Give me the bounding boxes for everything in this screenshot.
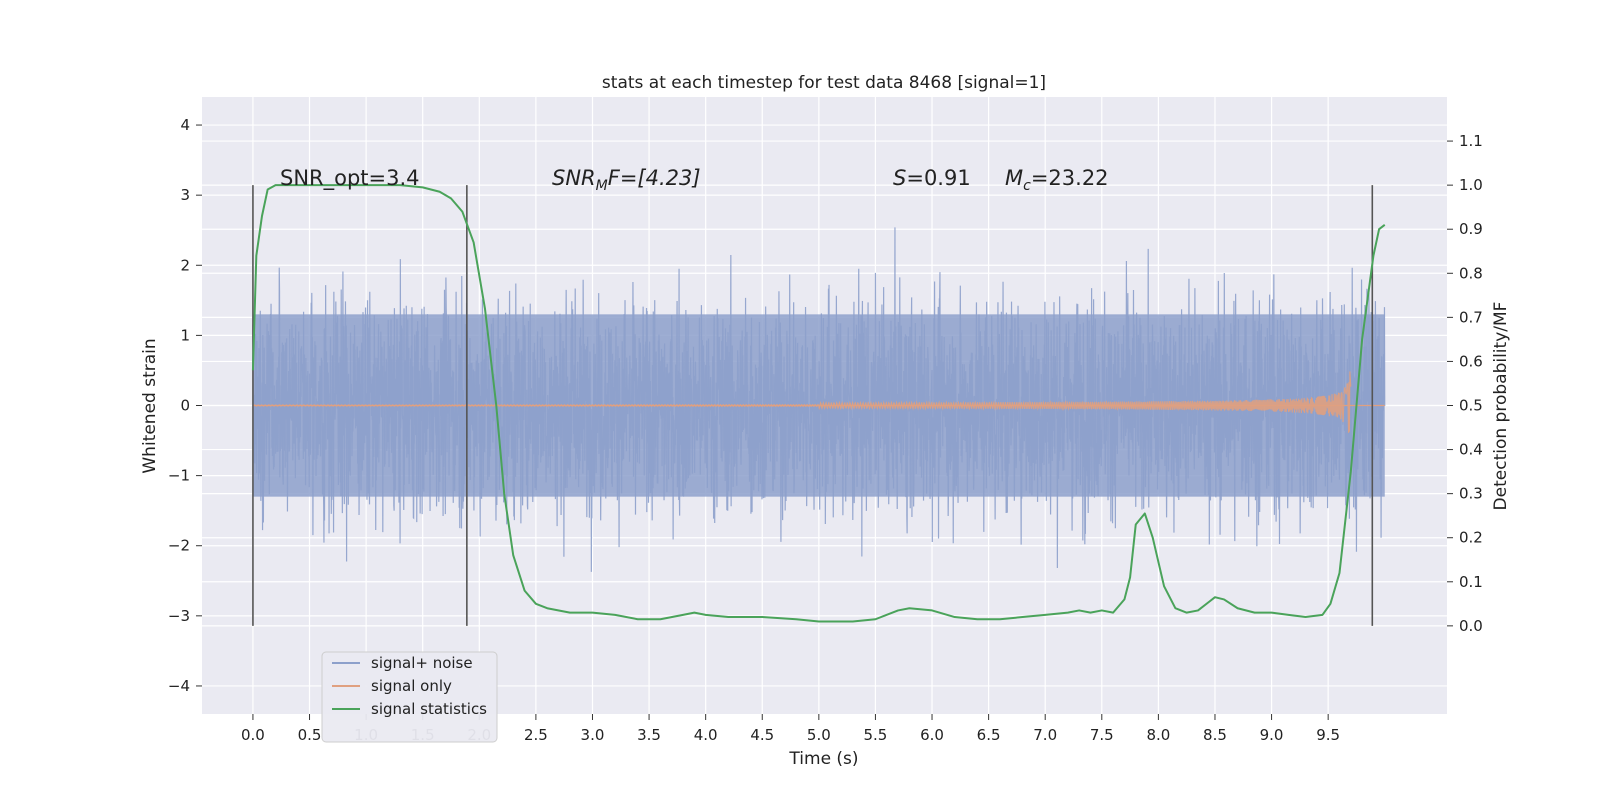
y-axis-label-left: Whitened strain [140,338,160,473]
mc-base: M [1005,166,1023,190]
mc-rest: =23.22 [1031,166,1109,190]
x-tick-label: 7.0 [1033,726,1057,744]
y-tick-label: −3 [168,607,190,625]
y-tick-label: 0 [180,397,190,415]
x-tick-label: 5.5 [864,726,888,744]
y-tick-label: 3 [180,186,190,204]
statistics-line [251,184,1386,623]
annotation-snr-opt: SNR_opt=3.4 [280,166,420,191]
x-tick-label: 6.0 [920,726,944,744]
snr-mf-rest-f: F=[4.23] [608,166,701,190]
annotation-snr-mf: SNRMF=[4.23] [552,166,701,194]
annotation-mc: Mc=23.22 [1005,166,1109,194]
y-right-tick-label: 0.7 [1459,308,1483,326]
x-tick-label: 4.0 [694,726,718,744]
mc-sub: c [1023,178,1031,194]
x-tick-label: 3.5 [637,726,661,744]
legend-box [321,651,498,743]
signal-trace [252,371,1352,433]
left-axis-ticks: 4 3 2 1 0 −1 −2 −3 −4 [168,116,202,695]
s-rest: =0.91 [906,166,970,190]
snr-mf-sub: M [596,178,608,194]
snr-mf-base: SNR [552,166,596,190]
y-right-tick-label: 0.1 [1459,573,1483,591]
y-right-tick-label: 0.5 [1459,397,1483,415]
legend-label-signal: signal only [371,677,452,695]
chart-title: stats at each timestep for test data 846… [602,73,1046,93]
y-right-tick-label: 0.9 [1459,220,1483,238]
y-tick-label: 4 [180,116,190,134]
y-right-tick-label: 0.6 [1459,352,1483,370]
y-right-tick-label: 1.0 [1459,176,1483,194]
signal-statistics-series [251,184,1386,623]
x-tick-label: 4.5 [750,726,774,744]
x-tick-label: 7.5 [1090,726,1114,744]
x-tick-label: 0.5 [298,726,322,744]
y-right-tick-label: 0.0 [1459,617,1483,635]
x-tick-label: 9.0 [1260,726,1284,744]
x-axis-label: Time (s) [788,749,858,769]
x-tick-label: 0.0 [241,726,265,744]
noise-trace [252,227,1386,572]
signal-only-series [252,371,1385,433]
y-tick-label: 2 [180,256,190,274]
y-right-tick-label: 0.8 [1459,264,1483,282]
annotation-s: S=0.91 [893,166,971,190]
legend-label-noise: signal+ noise [371,654,473,672]
y-right-tick-label: 0.3 [1459,485,1483,503]
right-axis-ticks: 1.1 1.0 0.9 0.8 0.7 0.6 0.5 0.4 0.3 0.2 0.1 0.0 [1447,132,1483,635]
y-tick-label: −2 [168,537,190,555]
y-tick-label: 1 [180,326,190,344]
s-base: S [893,166,906,190]
x-tick-label: 9.5 [1316,726,1340,744]
y-tick-label: −4 [168,677,190,695]
legend: signal+ noise signal only signal statist… [321,651,498,743]
y-axis-label-right: Detection probability/MF [1491,302,1511,511]
x-tick-label: 5.0 [807,726,831,744]
y-right-tick-label: 1.1 [1459,132,1483,150]
y-right-tick-label: 0.4 [1459,441,1483,459]
y-tick-label: −1 [168,467,190,485]
x-tick-label: 2.5 [524,726,548,744]
legend-label-stats: signal statistics [371,700,487,718]
y-right-tick-label: 0.2 [1459,529,1483,547]
x-tick-label: 8.5 [1203,726,1227,744]
x-tick-label: 3.0 [581,726,605,744]
x-tick-label: 6.5 [977,726,1001,744]
x-tick-label: 8.0 [1146,726,1170,744]
